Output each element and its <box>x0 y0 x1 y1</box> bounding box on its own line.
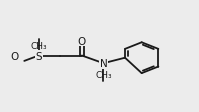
Text: O: O <box>78 36 86 46</box>
Text: S: S <box>35 51 42 61</box>
Text: CH₃: CH₃ <box>95 70 112 79</box>
Text: CH₃: CH₃ <box>30 42 47 51</box>
Text: O: O <box>11 52 19 61</box>
Text: N: N <box>100 59 107 69</box>
